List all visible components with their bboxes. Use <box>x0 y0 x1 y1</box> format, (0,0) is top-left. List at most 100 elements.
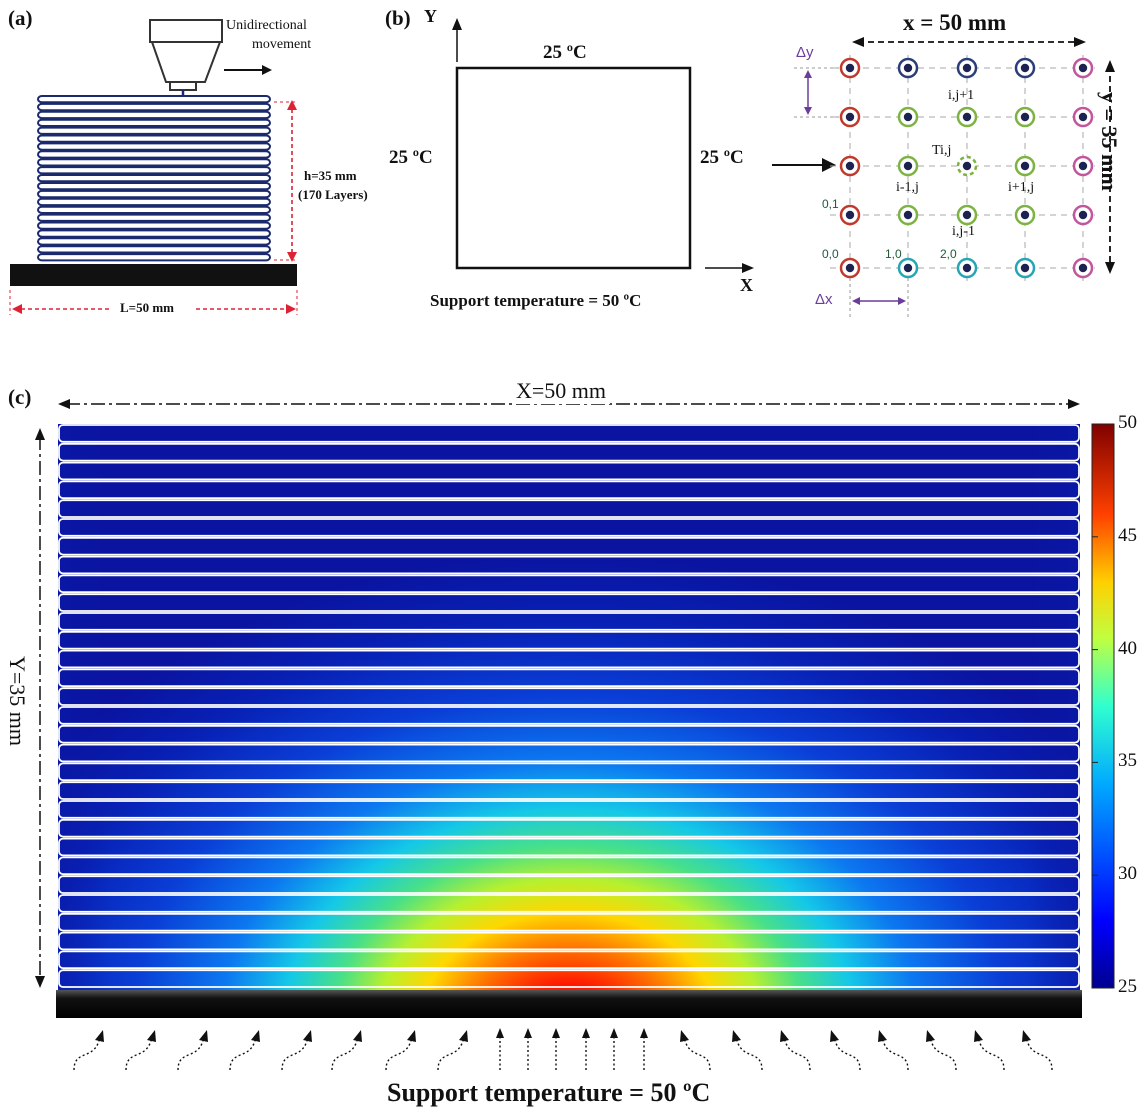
layer-outline <box>58 480 1080 500</box>
printed-layer <box>37 253 271 262</box>
support-plate <box>56 990 1082 1018</box>
curved-heat-arrowhead <box>830 1030 839 1042</box>
grid-node-core <box>1020 210 1030 220</box>
y-axis-arrow <box>452 18 462 62</box>
height-label-line1: h=35 mm <box>304 168 357 183</box>
printed-layer <box>37 237 271 246</box>
grid-node-core <box>903 263 913 273</box>
width-label-c: X=50 mm <box>512 378 611 404</box>
curved-heat-arrow <box>735 1035 763 1071</box>
layer-outline <box>58 781 1080 800</box>
node-label-10: 1,0 <box>885 247 902 261</box>
printed-layer <box>37 213 271 222</box>
panel-c-label: (c) <box>8 385 32 409</box>
layer-outline <box>58 555 1080 575</box>
width-dimension <box>58 399 1080 409</box>
grid-node-core <box>1020 161 1030 171</box>
node-label-tij: Ti,j <box>932 143 952 158</box>
grid-node-core <box>1020 263 1030 273</box>
curved-heat-arrowhead <box>680 1030 689 1042</box>
layer-outline <box>58 687 1080 706</box>
curved-heat-arrow <box>833 1035 861 1071</box>
layer-outline <box>58 762 1080 782</box>
domain-rectangle <box>455 66 692 270</box>
dy-dimension <box>794 67 840 118</box>
node-label-ij1: i,j+1 <box>948 88 975 103</box>
colorbar-tick-label: 45 <box>1118 524 1137 546</box>
grid-width-label: x = 50 mm <box>903 10 1007 35</box>
layer-outline <box>58 461 1080 481</box>
layer-outline <box>58 912 1080 932</box>
printed-layer <box>37 189 271 199</box>
curved-heat-arrow <box>281 1035 309 1071</box>
grid-width-dimension <box>852 37 1086 47</box>
top-boundary-temp: 25 ºC <box>543 42 587 63</box>
layer-outline <box>58 875 1080 894</box>
curved-heat-arrow <box>229 1035 257 1071</box>
axis-x-label: X <box>740 275 753 295</box>
grid-node-core <box>962 263 972 273</box>
printed-layer <box>37 134 271 143</box>
layer-outline <box>58 800 1080 819</box>
printed-layer <box>37 221 271 230</box>
curved-heat-arrowhead <box>303 1030 312 1042</box>
curved-heat-arrowhead <box>251 1030 260 1042</box>
layer-outline <box>58 612 1080 631</box>
length-dimension <box>9 290 298 315</box>
panel-b-label: (b) <box>385 6 411 30</box>
colorbar-tick-label: 30 <box>1118 863 1137 885</box>
left-boundary-temp: 25 ºC <box>389 147 433 168</box>
grid-node-core <box>903 161 913 171</box>
grid-node-core <box>1020 112 1030 122</box>
movement-arrow <box>224 65 272 75</box>
curved-heat-arrowhead <box>878 1030 887 1042</box>
colorbar-tick-label: 35 <box>1118 750 1137 772</box>
curved-heat-arrow <box>1025 1035 1053 1071</box>
straight-heat-arrowhead <box>524 1028 532 1038</box>
curved-heat-arrowhead <box>926 1030 935 1042</box>
curved-heat-arrow <box>177 1035 205 1071</box>
grid-node-core <box>903 112 913 122</box>
grid-node-core <box>903 210 913 220</box>
straight-heat-arrowhead <box>582 1028 590 1038</box>
grid-node-core <box>845 210 855 220</box>
curved-heat-arrow <box>929 1035 957 1071</box>
grid-nodes <box>839 57 1094 279</box>
printed-layer <box>37 110 271 120</box>
node-label-im1j: i-1,j <box>896 180 919 195</box>
layer-outline <box>58 894 1080 913</box>
right-boundary-temp: 25 ºC <box>700 147 744 168</box>
printed-layer <box>37 102 271 112</box>
colorbar <box>1091 423 1115 989</box>
grid-node-core <box>962 112 972 122</box>
x-axis-arrow <box>705 263 754 273</box>
height-dimension <box>274 100 298 262</box>
colorbar-tick-labels: 50 45 40 35 30 25 <box>1116 0 1148 1115</box>
printed-layer <box>37 142 271 151</box>
curved-heat-arrow <box>881 1035 909 1071</box>
printed-layer <box>37 158 271 167</box>
layer-outline <box>58 442 1080 462</box>
straight-heat-arrowhead <box>610 1028 618 1038</box>
layer-outline <box>58 743 1080 763</box>
layer-outline <box>58 724 1080 744</box>
layer-boundaries <box>58 424 1080 988</box>
grid-node-core <box>1078 263 1088 273</box>
panel-b-domain <box>452 18 778 273</box>
curved-heat-arrowhead <box>732 1030 741 1042</box>
grid-node-core <box>903 63 913 73</box>
printed-layer <box>37 197 271 207</box>
axis-y-label: Y <box>424 6 437 26</box>
build-plate <box>10 264 297 286</box>
grid-node-core <box>962 63 972 73</box>
printed-layer <box>37 174 271 183</box>
printed-layer <box>37 245 271 254</box>
dy-label: Δy <box>796 44 814 61</box>
grid-node-core <box>1078 161 1088 171</box>
straight-heat-arrowhead <box>496 1028 504 1038</box>
grid-node-core <box>1020 63 1030 73</box>
curved-heat-arrowhead <box>974 1030 983 1042</box>
nozzle-note-line1: Unidirectional <box>226 18 307 33</box>
printed-layer <box>37 150 271 159</box>
curved-heat-arrow <box>331 1035 359 1071</box>
